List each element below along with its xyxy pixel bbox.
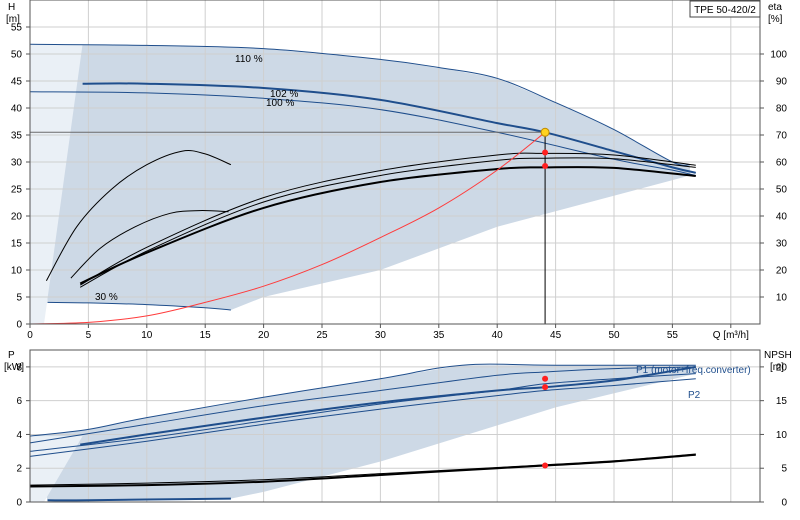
x-tick-label: 10 — [141, 330, 153, 341]
top-left-tick-label: 35 — [11, 131, 23, 142]
legend-p1: P1 (motor+freq.converter) — [636, 365, 751, 376]
bottom-curve-series-7 — [29, 453, 696, 486]
top-curve-series-4 — [45, 150, 232, 282]
curve-label-102: 102 % — [270, 89, 298, 100]
top-right-tick-label: 100 — [770, 50, 787, 61]
x-tick-label: 40 — [492, 330, 504, 341]
top-right-tick-label: 70 — [776, 131, 788, 142]
power-marker-0 — [542, 375, 549, 382]
bottom-left-axis-label: P — [8, 350, 15, 361]
top-right-tick-label: 50 — [776, 185, 788, 196]
x-tick-label: Q [m³/h] — [713, 330, 749, 341]
bottom-right-axis-label: NPSH — [764, 350, 792, 361]
bottom-left-tick-label: 0 — [16, 498, 22, 509]
bottom-curve-series-5 — [47, 497, 231, 502]
power-marker-2 — [542, 462, 549, 469]
bottom-right-axis-unit: [m] — [770, 362, 784, 373]
bottom-left-tick-label: 6 — [16, 396, 22, 407]
bottom-curve-series-3 — [29, 373, 696, 452]
x-tick-label: 30 — [375, 330, 387, 341]
top-right-axis-label: eta — [768, 2, 782, 13]
legend-p2: P2 — [688, 390, 701, 401]
top-curve-series-6 — [79, 152, 696, 286]
x-tick-label: 50 — [608, 330, 620, 341]
bottom-curve-p1-motor-freq-converter- — [29, 363, 696, 437]
power-marker-1 — [542, 384, 549, 391]
x-tick-label: 5 — [86, 330, 92, 341]
chart-title-box — [689, 0, 761, 18]
bottom-left-tick-label: 2 — [16, 464, 22, 475]
top-left-tick-label: 15 — [11, 239, 23, 250]
top-curve-102- — [82, 82, 697, 174]
top-left-tick-label: 40 — [11, 104, 23, 115]
efficiency-marker-alt — [542, 163, 549, 170]
bottom-plot-frame — [29, 349, 761, 503]
x-tick-label: 20 — [258, 330, 270, 341]
x-tick-label: 0 — [27, 330, 33, 341]
bottom-curve-series-1 — [29, 366, 696, 444]
top-left-tick-label: 5 — [16, 293, 22, 304]
bottom-curve-p2 — [29, 378, 696, 457]
bottom-right-tick-label: 5 — [781, 464, 787, 475]
top-right-tick-label: 10 — [776, 293, 788, 304]
x-tick-label: 15 — [200, 330, 212, 341]
top-left-tick-label: 50 — [11, 50, 23, 61]
curve-label-30: 30 % — [95, 292, 118, 303]
top-right-axis-unit: [%] — [768, 14, 783, 25]
curve-label-100: 100 % — [266, 98, 294, 109]
bottom-curve-series-2 — [80, 365, 696, 446]
top-left-tick-label: 20 — [11, 212, 23, 223]
bottom-left-axis-unit: [kW] — [4, 362, 24, 373]
x-tick-label: 35 — [433, 330, 445, 341]
x-tick-label: 55 — [667, 330, 679, 341]
top-curve-30- — [47, 301, 231, 311]
top-left-tick-label: 55 — [11, 23, 23, 34]
bottom-right-tick-label: 0 — [781, 498, 787, 509]
top-right-tick-label: 90 — [776, 77, 788, 88]
bottom-operating-range — [30, 365, 696, 501]
top-curve-series-8 — [79, 166, 696, 285]
bottom-right-tick-label: 20 — [776, 362, 788, 373]
top-right-tick-label: 20 — [776, 266, 788, 277]
chart-title: TPE 50-420/2 — [694, 5, 756, 16]
curve-label-110: 110 % — [235, 54, 263, 65]
duty-point-marker — [540, 127, 550, 137]
bottom-right-tick-label: 10 — [776, 430, 788, 441]
top-low-flow-region — [30, 44, 83, 324]
top-left-tick-label: 10 — [11, 266, 23, 277]
top-left-tick-label: 25 — [11, 185, 23, 196]
efficiency-marker — [542, 149, 549, 156]
top-curve-110- — [29, 43, 690, 166]
top-operating-range — [30, 44, 690, 311]
top-right-tick-label: 80 — [776, 104, 788, 115]
bottom-left-tick-label: 8 — [16, 362, 22, 373]
top-curve-series-7 — [79, 157, 696, 288]
top-left-tick-label: 45 — [11, 77, 23, 88]
top-right-tick-label: 40 — [776, 212, 788, 223]
top-right-tick-label: 60 — [776, 158, 788, 169]
bottom-right-tick-label: 15 — [776, 396, 788, 407]
x-tick-label: 45 — [550, 330, 562, 341]
top-curve-100- — [29, 91, 696, 176]
top-left-axis-label: H — [8, 2, 15, 13]
top-curve-series-9 — [29, 131, 546, 325]
bottom-left-tick-label: 4 — [16, 430, 22, 441]
x-tick-label: 25 — [316, 330, 328, 341]
bottom-curve-series-6 — [29, 453, 696, 488]
top-left-tick-label: 0 — [16, 320, 22, 331]
top-curve-series-5 — [70, 210, 229, 279]
top-left-tick-label: 30 — [11, 158, 23, 169]
top-right-tick-label: 30 — [776, 239, 788, 250]
top-left-axis-unit: [m] — [6, 14, 20, 25]
